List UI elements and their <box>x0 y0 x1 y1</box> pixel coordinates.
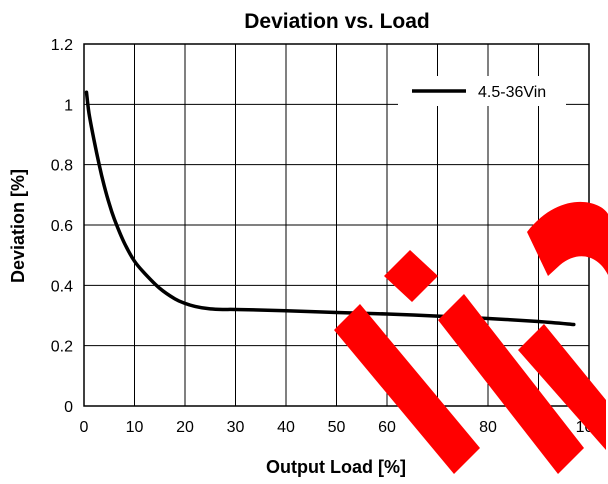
x-tick-label: 50 <box>328 419 346 436</box>
y-axis-ticks: 0 0.2 0.4 0.6 0.8 1 1.2 <box>51 37 73 416</box>
y-tick-label: 1.2 <box>51 37 73 54</box>
x-tick-label: 60 <box>378 419 396 436</box>
y-tick-label: 0 <box>64 399 73 416</box>
y-tick-label: 0.6 <box>51 218 73 235</box>
legend-label: 4.5-36Vin <box>478 84 546 101</box>
y-axis-label: Deviation [%] <box>8 169 28 283</box>
watermark-stroke-n <box>527 201 608 276</box>
x-tick-label: 0 <box>80 419 89 436</box>
legend: 4.5-36Vin <box>398 76 566 106</box>
watermark-stroke-i <box>334 304 480 474</box>
series-layer <box>84 90 576 327</box>
watermark-stroke-extra <box>518 324 606 450</box>
y-tick-label: 1 <box>64 97 73 114</box>
watermark-stroke-l <box>438 294 584 474</box>
x-tick-label: 40 <box>277 419 295 436</box>
y-tick-label: 0.8 <box>51 158 73 175</box>
x-tick-label: 20 <box>176 419 194 436</box>
x-axis-label: Output Load [%] <box>266 457 406 477</box>
y-tick-label: 0.2 <box>51 339 73 356</box>
watermark-stroke-i-dot <box>384 250 438 302</box>
chart-title: Deviation vs. Load <box>244 10 430 33</box>
x-tick-label: 30 <box>227 419 245 436</box>
x-tick-label: 80 <box>479 419 497 436</box>
y-tick-label: 0.4 <box>51 278 73 295</box>
x-tick-label: 10 <box>126 419 144 436</box>
series-line <box>84 90 576 327</box>
watermark <box>334 201 608 474</box>
